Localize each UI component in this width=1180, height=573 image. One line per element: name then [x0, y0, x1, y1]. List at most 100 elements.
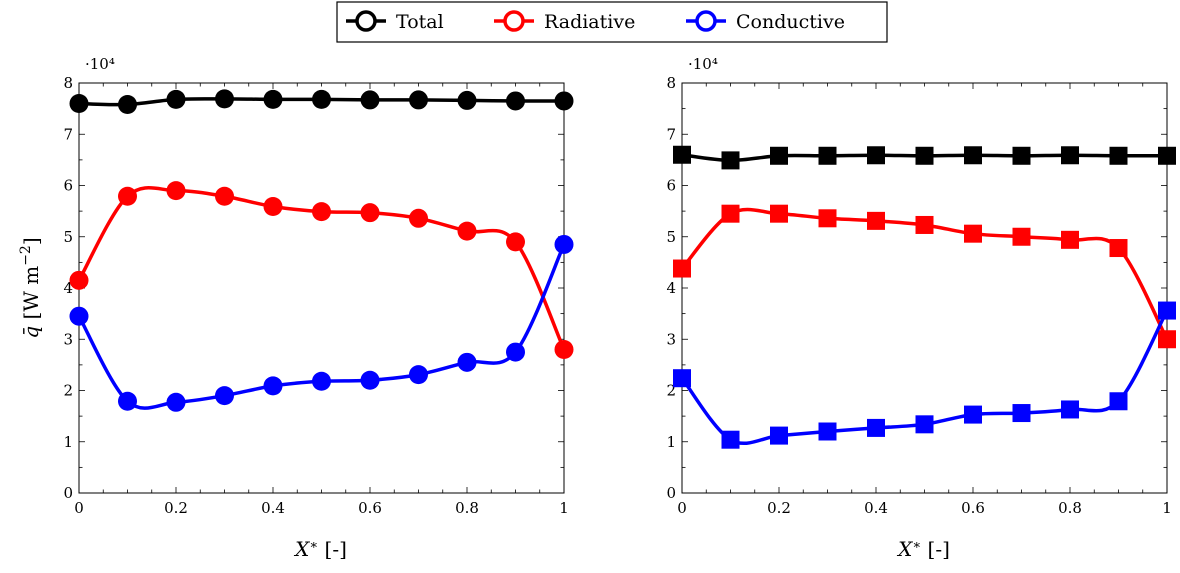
data-point-total — [770, 146, 788, 165]
data-point-conductive — [1158, 301, 1176, 320]
data-point-total — [721, 151, 740, 170]
data-point-radiative — [457, 221, 477, 241]
y-multiplier-label: ·10⁴ — [688, 55, 718, 73]
right-panel: 0 0.2 0.4 0.6 0.8 1 0 1 2 3 4 5 6 7 8 ·10⁴ — [666, 55, 1176, 517]
data-point-total — [818, 146, 837, 165]
data-point-conductive — [964, 405, 982, 424]
legend-marker-radiative — [503, 10, 525, 32]
legend-entry-conductive: Conductive — [686, 10, 845, 33]
y-tick-label: 0 — [666, 484, 676, 502]
data-point-total — [673, 145, 691, 164]
y-tick-label: 3 — [63, 330, 73, 348]
y-tick-label: 7 — [63, 125, 73, 143]
legend: Total Radiative Conductive — [336, 1, 888, 43]
y-tick-label: 8 — [666, 74, 676, 92]
data-point-conductive — [118, 391, 137, 411]
data-point-conductive — [409, 365, 428, 385]
y-tick-label: 4 — [666, 279, 676, 297]
x-tick-label: 0.4 — [864, 499, 888, 517]
y-tick-label: 4 — [63, 279, 73, 297]
x-tick-label: 1 — [1162, 499, 1172, 517]
data-point-conductive — [867, 418, 885, 437]
y-tick-label: 5 — [666, 228, 676, 246]
x-tick-label: 0.8 — [455, 499, 479, 517]
legend-marker-total — [355, 10, 377, 32]
data-point-radiative — [166, 181, 186, 201]
data-point-radiative — [554, 340, 574, 359]
legend-entry-total: Total — [346, 10, 444, 33]
data-point-radiative — [721, 204, 740, 223]
data-point-conductive — [1109, 392, 1128, 411]
data-point-radiative — [409, 208, 428, 228]
legend-label-radiative: Radiative — [544, 11, 635, 33]
x-tick-label: 0.6 — [961, 499, 985, 517]
legend-frame — [336, 1, 888, 43]
x-axis-label-left: X∗ [-] — [293, 537, 347, 561]
data-point-conductive — [673, 369, 691, 388]
data-point-total — [263, 89, 283, 109]
data-point-total — [1012, 146, 1031, 165]
data-point-radiative — [360, 203, 380, 223]
data-point-total — [215, 89, 234, 109]
data-point-total — [867, 146, 885, 165]
data-point-radiative — [964, 224, 982, 243]
legend-entry-radiative: Radiative — [494, 10, 635, 33]
data-point-conductive — [166, 392, 186, 412]
data-point-total — [1109, 146, 1128, 165]
data-point-total — [69, 94, 89, 113]
x-tick-label: 0.2 — [164, 499, 188, 517]
data-point-conductive — [506, 342, 525, 362]
data-point-radiative — [818, 209, 837, 228]
legend-marker-conductive — [695, 10, 717, 32]
data-point-conductive — [554, 234, 574, 254]
legend-label-conductive: Conductive — [736, 11, 845, 33]
data-point-radiative — [867, 211, 885, 230]
y-multiplier-label: ·10⁴ — [85, 55, 115, 73]
x-tick-label: 0.8 — [1058, 499, 1082, 517]
data-point-conductive — [770, 426, 788, 445]
y-tick-label: 1 — [666, 433, 676, 451]
y-tick-label: 2 — [666, 382, 676, 400]
data-point-radiative — [1061, 230, 1079, 249]
data-point-radiative — [118, 186, 137, 206]
data-point-total — [1158, 146, 1176, 165]
data-point-total — [409, 90, 428, 110]
x-axis-label-right: X∗ [-] — [896, 537, 950, 561]
data-point-conductive — [1012, 404, 1031, 423]
data-point-conductive — [457, 352, 477, 372]
left-panel: 0 0.2 0.4 0.6 0.8 1 0 1 2 3 4 5 6 7 8 ·10⁴ — [63, 55, 574, 517]
data-point-radiative — [915, 215, 934, 234]
data-point-total — [312, 89, 331, 109]
data-point-total — [915, 146, 934, 165]
data-point-total — [457, 90, 477, 110]
data-point-conductive — [69, 306, 89, 326]
x-tick-label: 0.2 — [767, 499, 791, 517]
data-point-radiative — [263, 197, 283, 217]
data-point-radiative — [69, 270, 89, 290]
data-point-total — [166, 89, 186, 109]
y-tick-label: 2 — [63, 382, 73, 400]
data-point-radiative — [770, 204, 788, 223]
data-point-conductive — [312, 371, 331, 391]
data-point-conductive — [818, 422, 837, 441]
data-point-radiative — [673, 259, 691, 278]
plot-frame — [78, 82, 565, 494]
data-point-conductive — [915, 415, 934, 434]
y-tick-label: 3 — [666, 330, 676, 348]
y-axis-label: q̄ [W m−2] — [18, 237, 43, 338]
data-point-conductive — [215, 386, 234, 406]
data-point-conductive — [1061, 400, 1079, 419]
y-tick-label: 5 — [63, 228, 73, 246]
y-tick-label: 0 — [63, 484, 73, 502]
x-tick-label: 0.6 — [358, 499, 382, 517]
y-tick-label: 6 — [63, 177, 73, 195]
data-point-conductive — [263, 376, 283, 396]
data-point-radiative — [312, 202, 331, 222]
legend-label-total: Total — [396, 11, 444, 33]
data-point-radiative — [1109, 239, 1128, 258]
x-tick-label: 1 — [559, 499, 569, 517]
data-point-radiative — [1158, 330, 1176, 349]
data-point-total — [1061, 146, 1079, 165]
